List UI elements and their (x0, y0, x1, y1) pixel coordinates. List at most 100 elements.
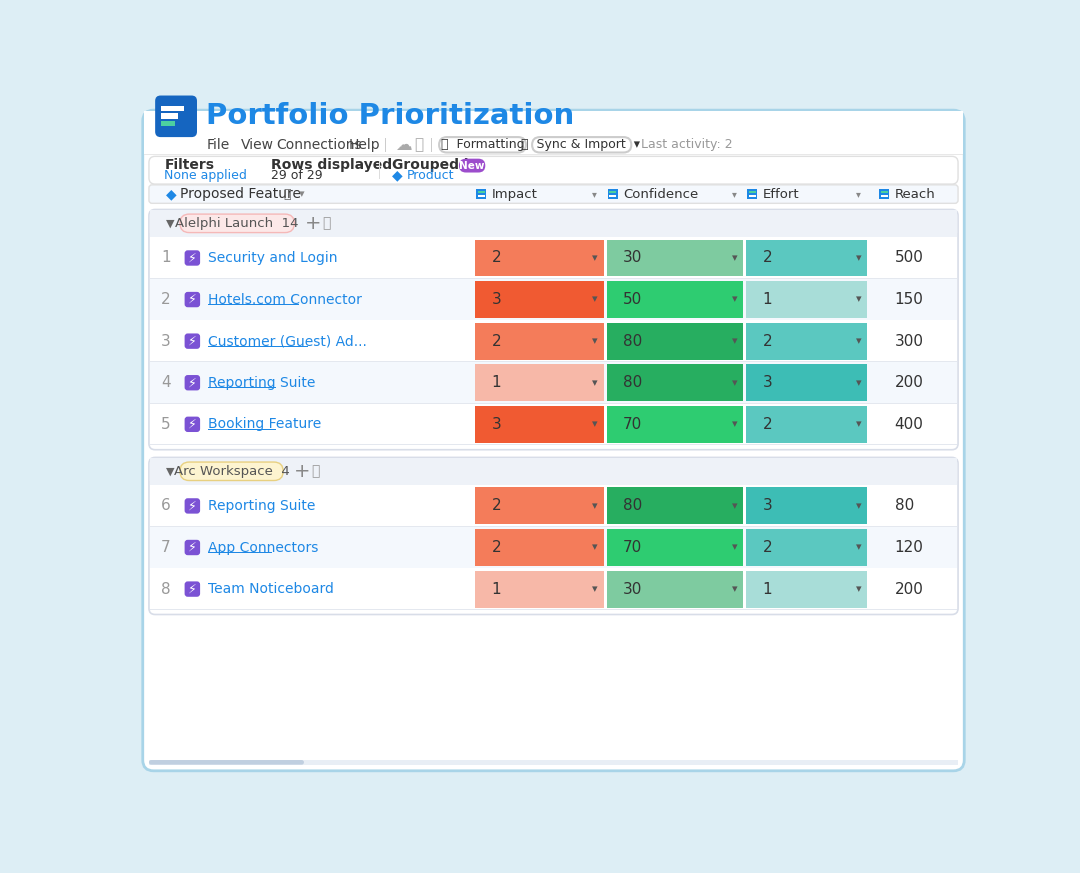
Text: 2: 2 (161, 292, 171, 307)
Text: 3: 3 (491, 292, 501, 307)
Text: Team Noticeboard: Team Noticeboard (207, 582, 334, 596)
Bar (150, 458, 957, 485)
Text: New: New (459, 161, 485, 170)
Text: Proposed Feature: Proposed Feature (180, 187, 301, 201)
Text: ⚡: ⚡ (188, 293, 197, 306)
Text: Booking Feature: Booking Feature (207, 417, 321, 431)
Text: ▾: ▾ (592, 378, 598, 388)
Text: 200: 200 (894, 581, 923, 596)
Text: 80: 80 (894, 498, 914, 513)
FancyBboxPatch shape (149, 457, 958, 615)
Bar (607, 487, 743, 525)
Text: ▾: ▾ (732, 419, 738, 430)
FancyBboxPatch shape (180, 214, 295, 232)
Text: Impact: Impact (491, 188, 538, 201)
Text: 1: 1 (491, 581, 501, 596)
Text: 2: 2 (762, 251, 772, 265)
Bar (746, 281, 867, 318)
Text: 80: 80 (623, 375, 643, 390)
Bar (880, 191, 888, 193)
Text: 150: 150 (894, 292, 923, 307)
Text: 30: 30 (623, 581, 643, 596)
Text: 3: 3 (491, 416, 501, 432)
FancyBboxPatch shape (149, 156, 958, 184)
Text: ▾: ▾ (732, 253, 738, 263)
Text: ▾: ▾ (592, 253, 598, 263)
Bar (475, 239, 604, 277)
Bar (746, 571, 867, 608)
FancyBboxPatch shape (532, 137, 632, 153)
Text: 8: 8 (161, 581, 171, 596)
Text: ▾: ▾ (732, 584, 738, 595)
Text: ⚡: ⚡ (188, 334, 197, 347)
Text: ▾: ▾ (592, 419, 598, 430)
Text: ⚡: ⚡ (188, 582, 197, 595)
Bar (150, 210, 957, 237)
Text: ▾: ▾ (855, 294, 862, 305)
Bar (161, 121, 175, 127)
Text: Customer (Guest) Ad...: Customer (Guest) Ad... (207, 334, 367, 348)
Text: 4: 4 (161, 375, 171, 390)
Bar (475, 571, 604, 608)
Text: 2: 2 (491, 333, 501, 348)
Text: 5: 5 (161, 416, 171, 432)
Text: Help: Help (348, 138, 380, 152)
Text: 1: 1 (491, 375, 501, 390)
Text: Reporting Suite: Reporting Suite (207, 499, 315, 513)
Text: 🎨  Formatting: 🎨 Formatting (441, 138, 524, 151)
Text: App Connectors: App Connectors (207, 540, 319, 554)
Text: Security and Login: Security and Login (207, 251, 337, 265)
Text: Effort: Effort (762, 188, 799, 201)
Text: ▼: ▼ (166, 467, 175, 477)
Text: 🏷: 🏷 (284, 188, 292, 201)
FancyBboxPatch shape (185, 581, 200, 597)
Text: ▾: ▾ (592, 189, 597, 199)
Text: 🙈: 🙈 (311, 464, 320, 478)
Text: 1: 1 (762, 581, 772, 596)
Text: 2: 2 (491, 498, 501, 513)
Bar (607, 571, 743, 608)
Text: 120: 120 (894, 540, 923, 555)
FancyBboxPatch shape (185, 333, 200, 349)
Text: ▾: ▾ (732, 501, 738, 511)
Text: ▾: ▾ (855, 253, 862, 263)
Text: ▾: ▾ (855, 501, 862, 511)
Text: ▾: ▾ (592, 294, 598, 305)
Text: 3: 3 (762, 375, 772, 390)
Text: ▾: ▾ (592, 501, 598, 511)
FancyBboxPatch shape (185, 375, 200, 390)
FancyBboxPatch shape (185, 292, 200, 307)
Bar (880, 195, 888, 197)
Text: 80: 80 (623, 498, 643, 513)
Text: 500: 500 (894, 251, 923, 265)
Bar (879, 189, 889, 199)
Text: Confidence: Confidence (623, 188, 699, 201)
Bar (748, 191, 756, 193)
Bar (144, 111, 963, 135)
Bar (607, 281, 743, 318)
Text: Product: Product (406, 169, 454, 182)
FancyBboxPatch shape (185, 540, 200, 555)
Text: 1: 1 (762, 292, 772, 307)
Text: ⚡: ⚡ (188, 251, 197, 265)
Text: ⚡: ⚡ (188, 376, 197, 389)
Text: ▾: ▾ (592, 336, 598, 347)
Bar (150, 403, 957, 445)
Text: ☁: ☁ (395, 136, 411, 154)
Text: ▾: ▾ (855, 378, 862, 388)
FancyBboxPatch shape (149, 760, 303, 765)
Bar (607, 323, 743, 360)
Text: 29 of 29: 29 of 29 (271, 169, 322, 182)
Text: Last activity: 2: Last activity: 2 (640, 138, 732, 151)
Text: Hotels.com Connector: Hotels.com Connector (207, 292, 362, 306)
Bar (475, 364, 604, 402)
Bar (150, 362, 957, 403)
Text: 2: 2 (762, 416, 772, 432)
Text: +: + (294, 462, 311, 481)
Bar (150, 568, 957, 610)
Bar (150, 237, 957, 278)
Bar (150, 526, 957, 568)
Text: Reach: Reach (894, 188, 935, 201)
Bar (607, 364, 743, 402)
Text: 7: 7 (161, 540, 171, 555)
